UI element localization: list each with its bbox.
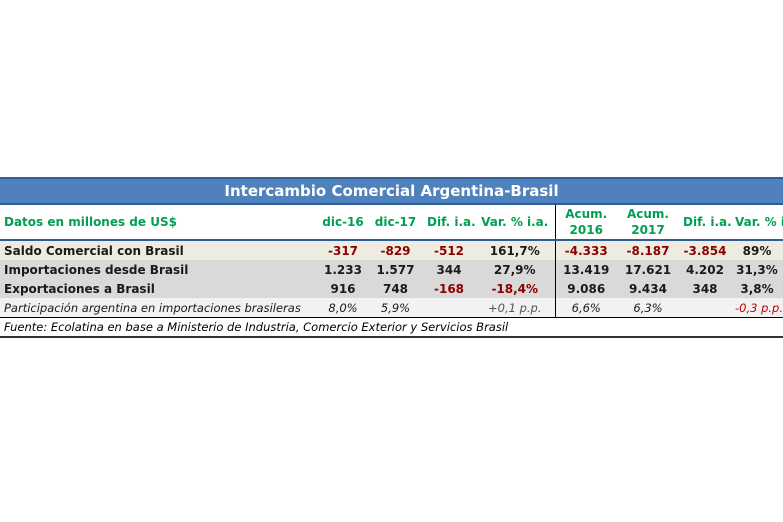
- cell: 3,8%: [731, 279, 783, 298]
- cell: 161,7%: [475, 240, 555, 260]
- cell: 6,3%: [617, 298, 679, 318]
- col-dif-ia-acum: Dif. i.a.: [683, 215, 732, 229]
- cell: 348: [679, 279, 731, 298]
- cell: 1.577: [368, 260, 423, 279]
- table-row: Exportaciones a Brasil 916 748 -168 -18,…: [0, 279, 783, 298]
- table-row: Saldo Comercial con Brasil -317 -829 -51…: [0, 240, 783, 260]
- cell: 4.202: [679, 260, 731, 279]
- cell: 17.621: [617, 260, 679, 279]
- cell: [423, 298, 475, 318]
- row-label: Saldo Comercial con Brasil: [0, 240, 318, 260]
- col-var-ia: Var. % i.a.: [481, 215, 549, 229]
- cell: 748: [368, 279, 423, 298]
- trade-table: Intercambio Comercial Argentina-Brasil D…: [0, 177, 783, 338]
- cell: -8.187: [617, 240, 679, 260]
- col-acum-2016: Acum. 2016: [554, 205, 617, 240]
- row-label: Participación argentina en importaciones…: [0, 298, 318, 318]
- cell: 344: [423, 260, 475, 279]
- cell: 5,9%: [368, 298, 423, 318]
- cell: 13.419: [554, 260, 617, 279]
- cell: 89%: [731, 240, 783, 260]
- source-note: Fuente: Ecolatina en base a Ministerio d…: [0, 317, 783, 338]
- cell: 31,3%: [731, 260, 783, 279]
- col-dic16: dic-16: [322, 215, 364, 229]
- cell: [679, 298, 731, 318]
- cell: -4.333: [554, 240, 617, 260]
- header-label: Datos en millones de US$: [4, 215, 177, 229]
- source-row: Fuente: Ecolatina en base a Ministerio d…: [0, 317, 783, 338]
- cell: 916: [318, 279, 368, 298]
- row-label: Importaciones desde Brasil: [0, 260, 318, 279]
- data-table: Datos en millones de US$ dic-16 dic-17 D…: [0, 205, 783, 338]
- cell: -18,4%: [475, 279, 555, 298]
- table-title: Intercambio Comercial Argentina-Brasil: [0, 177, 783, 205]
- cell: +0,1 p.p.: [475, 298, 555, 318]
- cell: 9.434: [617, 279, 679, 298]
- header-row: Datos en millones de US$ dic-16 dic-17 D…: [0, 205, 783, 240]
- cell: -317: [318, 240, 368, 260]
- cell: 9.086: [554, 279, 617, 298]
- cell: 27,9%: [475, 260, 555, 279]
- cell: -168: [423, 279, 475, 298]
- row-label: Exportaciones a Brasil: [0, 279, 318, 298]
- cell: 1.233: [318, 260, 368, 279]
- cell: -0,3 p.p.: [731, 298, 783, 318]
- col-acum-2017: Acum. 2017: [626, 207, 669, 237]
- table-row: Participación argentina en importaciones…: [0, 298, 783, 318]
- col-dic17: dic-17: [374, 215, 417, 229]
- cell: 6,6%: [554, 298, 617, 318]
- col-dif-ia: Dif. i.a.: [427, 215, 476, 229]
- table-row: Importaciones desde Brasil 1.233 1.577 3…: [0, 260, 783, 279]
- col-var-ia-acum: Var. % i.a.: [735, 215, 783, 229]
- cell: 8,0%: [318, 298, 368, 318]
- cell: -829: [368, 240, 423, 260]
- cell: -512: [423, 240, 475, 260]
- cell: -3.854: [679, 240, 731, 260]
